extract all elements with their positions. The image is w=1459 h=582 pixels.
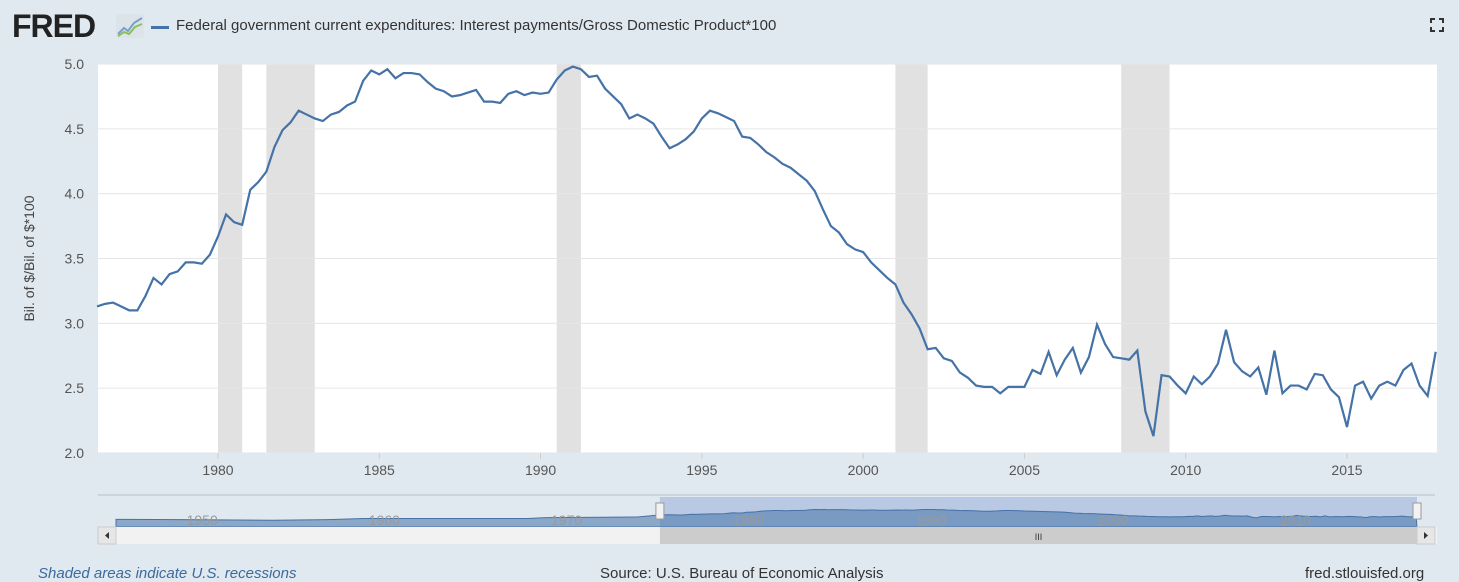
- navigator-area: [115, 508, 1418, 528]
- arrow-left-icon: [105, 532, 109, 539]
- y-tick-label: 2.5: [65, 380, 85, 396]
- navigator-tick-label: 1960: [369, 512, 400, 528]
- y-tick-label: 4.0: [65, 186, 85, 202]
- navigator-handle[interactable]: [1412, 502, 1422, 520]
- source-note: Source: U.S. Bureau of Economic Analysis: [600, 565, 884, 582]
- navigator-handle[interactable]: [655, 502, 665, 520]
- navigator-tick-label: 1990: [915, 512, 946, 528]
- scrollbar-thumb[interactable]: [659, 527, 1417, 544]
- y-tick-label: 3.5: [65, 251, 85, 267]
- navigator-tick-label: 1980: [733, 512, 764, 528]
- x-tick-label: 2010: [1170, 462, 1201, 478]
- x-tick-label: 1980: [202, 462, 233, 478]
- x-tick-label: 2000: [848, 462, 879, 478]
- navigator-tick-label: 2000: [1098, 512, 1129, 528]
- legend-swatch: [151, 26, 169, 29]
- series-title: Federal government current expenditures:…: [176, 17, 777, 34]
- y-tick-label: 5.0: [65, 56, 85, 72]
- navigator-tick-label: 1950: [187, 512, 218, 528]
- x-tick-label: 2005: [1009, 462, 1040, 478]
- series-line: [96, 65, 1437, 437]
- navigator-top-border: [98, 494, 1435, 496]
- navigator-tick-label: 1970: [551, 512, 582, 528]
- y-axis-label: Bil. of $/Bil. of $*100: [21, 195, 37, 321]
- y-tick-label: 3.0: [65, 315, 85, 331]
- chart: 2.0 2.5 3.0 3.5 4.0 4.5 5.0 1980 1985 1990 1995 200…: [21, 56, 1437, 545]
- recession-note: Shaded areas indicate U.S. recessions: [38, 565, 297, 582]
- y-tick-label: 2.0: [65, 445, 85, 461]
- x-tick-label: 2015: [1331, 462, 1362, 478]
- fred-logo[interactable]: FRED: [12, 8, 96, 44]
- x-tick-label: 1995: [686, 462, 717, 478]
- site-link[interactable]: fred.stlouisfed.org: [1305, 565, 1425, 582]
- x-tick-label: 1985: [364, 462, 395, 478]
- navigator-tick-label: 2010: [1280, 512, 1311, 528]
- logo-graph-icon: [116, 14, 144, 38]
- arrow-right-icon: [1424, 532, 1428, 539]
- y-tick-label: 4.5: [65, 121, 85, 137]
- scrollbar-grip: III: [1035, 532, 1043, 542]
- fullscreen-icon[interactable]: [1430, 18, 1444, 32]
- x-tick-label: 1990: [525, 462, 556, 478]
